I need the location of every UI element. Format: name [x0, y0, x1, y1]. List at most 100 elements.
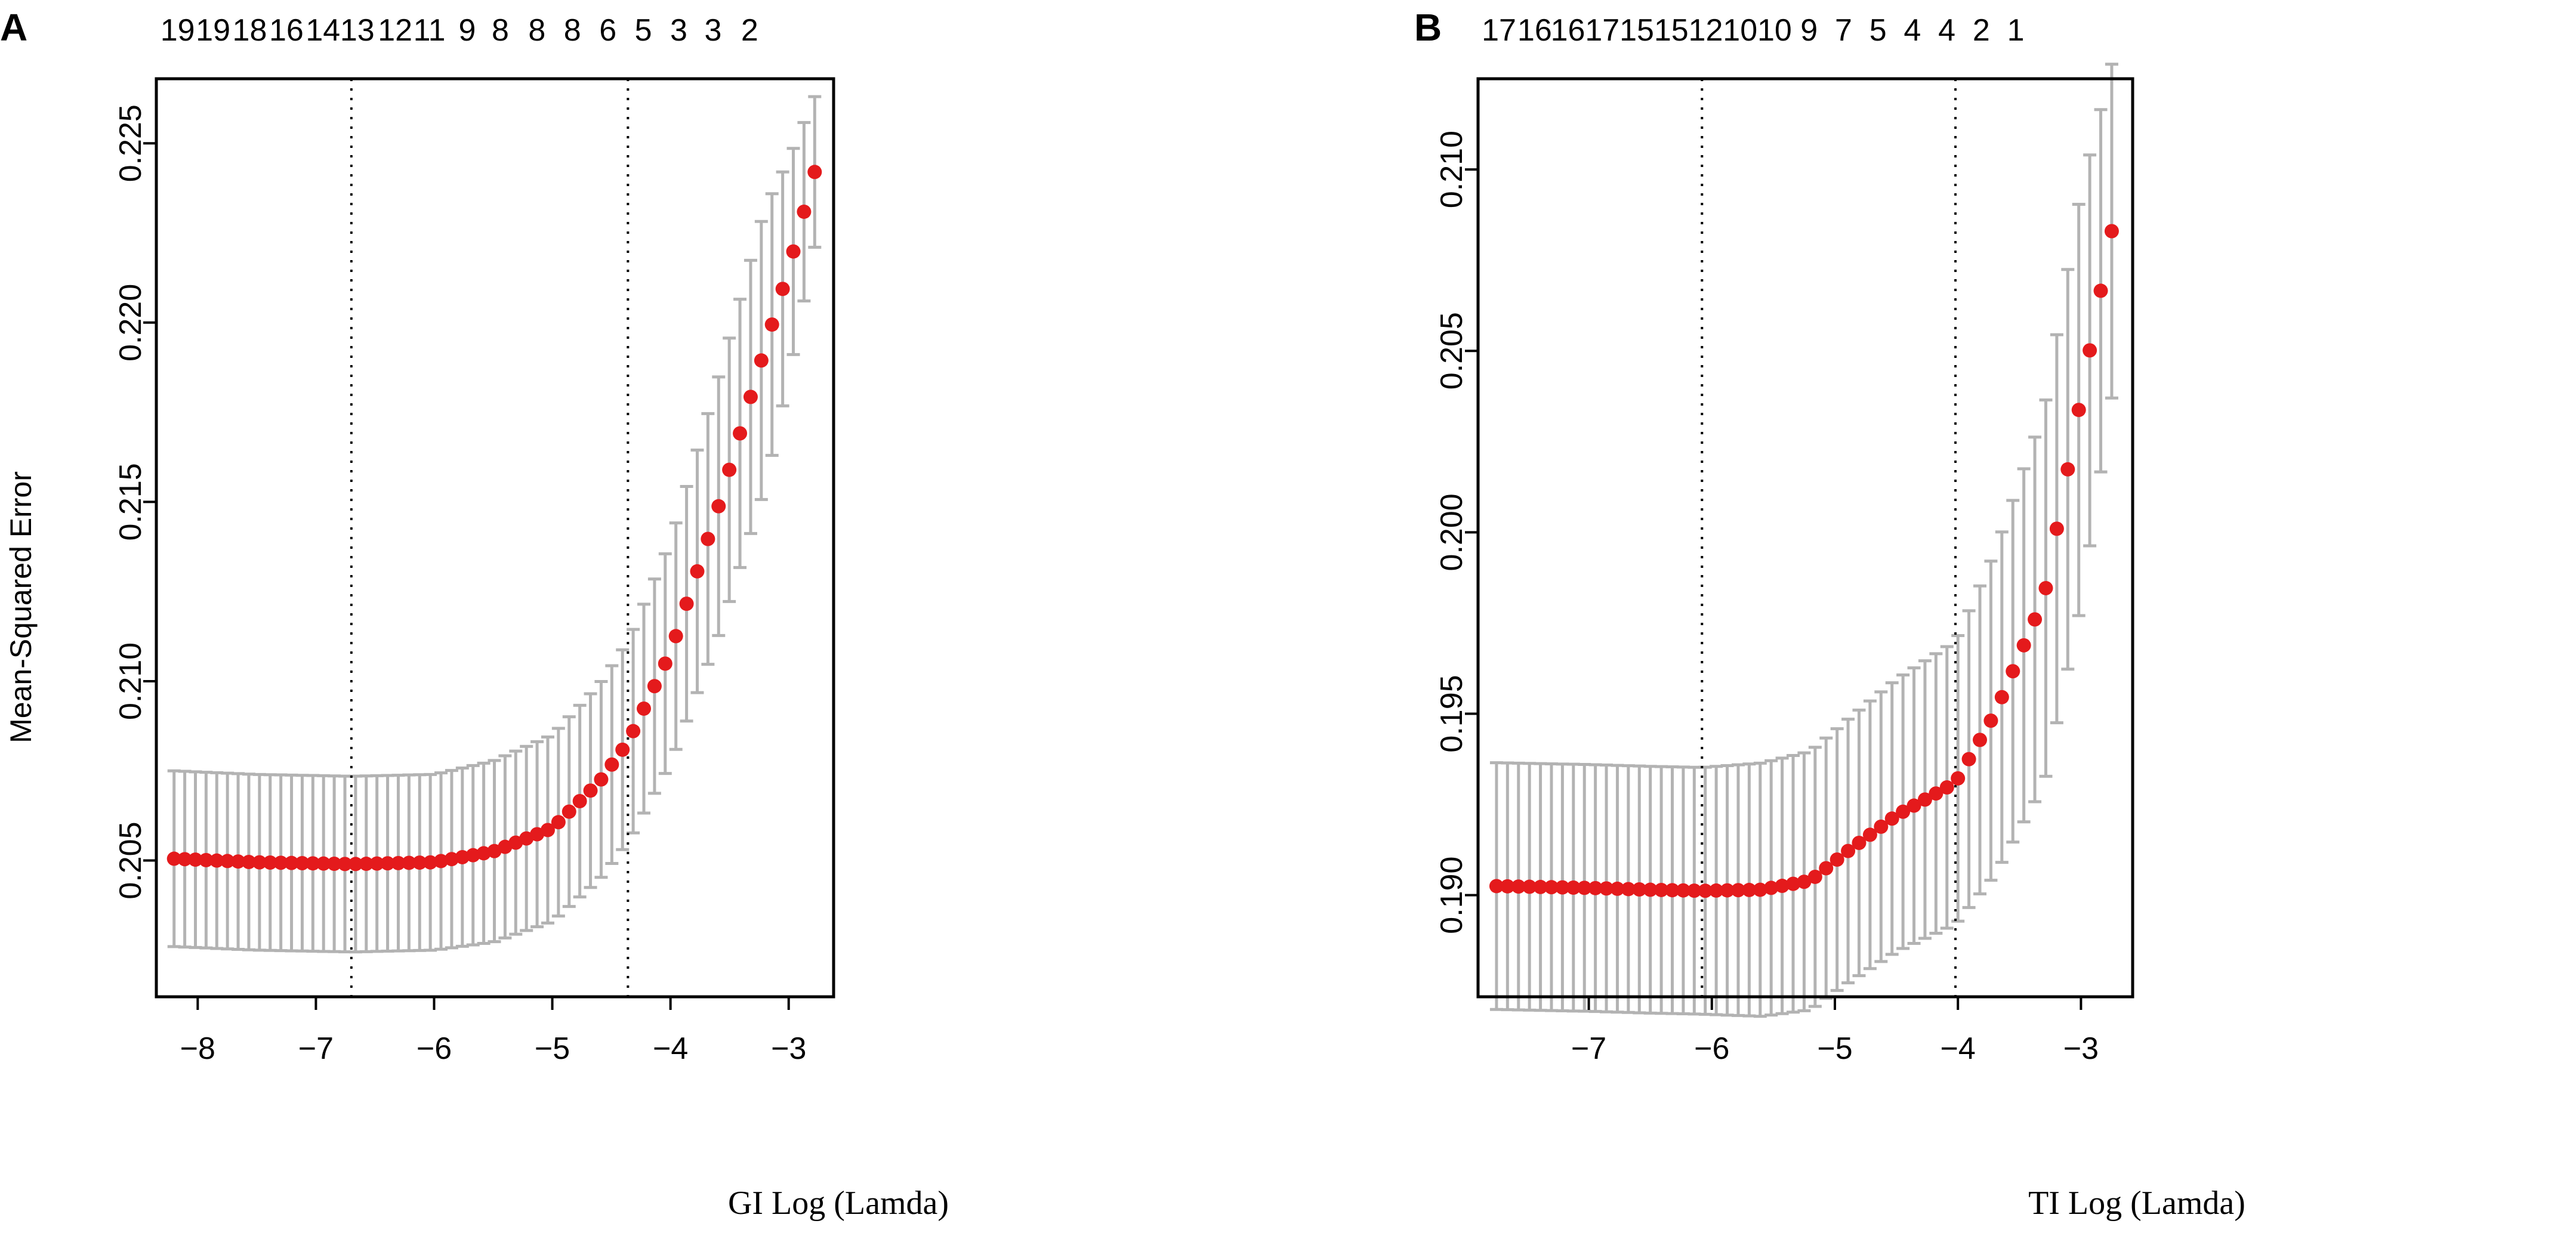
panel-b-top-axis-label: 9: [1800, 13, 1818, 48]
panel-b-data-point: [1807, 869, 1822, 884]
panel-b-top-axis-label: 1: [2007, 13, 2025, 48]
panel-b-data-point: [1939, 780, 1954, 795]
panel-b-data-point: [2016, 638, 2031, 653]
panel-a-top-axis-label: 18: [233, 13, 267, 48]
panel-a-top-axis-label: 12: [378, 13, 412, 48]
panel-b-data-point: [1929, 786, 1943, 801]
panel-b-top-axis-label: 10: [1723, 13, 1757, 48]
panel-a-data-point: [615, 742, 630, 757]
panel-a-data-point: [316, 856, 331, 871]
panel-b-top-axis-label: 15: [1654, 13, 1689, 48]
panel-a-data-point: [391, 855, 406, 870]
panel-b-data-point: [1917, 792, 1932, 807]
panel-b-data-point: [1852, 836, 1867, 851]
panel-b-data-point: [1786, 876, 1801, 891]
panel-b-data-point: [1698, 883, 1713, 898]
panel-a-x-tick-label: −7: [298, 1031, 334, 1066]
panel-a-data-point: [754, 353, 769, 368]
panel-a-data-point: [775, 282, 790, 296]
panel-a-data-point: [423, 855, 438, 870]
panel-a-data-point: [594, 772, 609, 787]
panel-a-data-point: [668, 629, 683, 644]
panel-a-plot-frame: [155, 77, 835, 999]
panel-a-y-axis-title: Mean-Squared Error: [4, 471, 38, 743]
panel-b-data-point: [1654, 882, 1669, 897]
panel-a-top-axis-label: 8: [528, 13, 545, 48]
panel-a-data-point: [690, 564, 705, 579]
panel-b-data-point: [1533, 879, 1548, 894]
panel-a-data-point: [572, 793, 587, 808]
panel-b-data-point: [1753, 882, 1767, 897]
panel-a-data-point: [295, 856, 310, 871]
panel-a-data-point: [562, 804, 576, 819]
panel-a-top-axis-label: 14: [306, 13, 340, 48]
panel-a-top-axis-label: 19: [196, 13, 230, 48]
panel-a-y-tick-label: 0.220: [113, 284, 148, 361]
panel-a-data-point: [465, 848, 480, 863]
panel-b-data-point: [1555, 880, 1570, 895]
panel-b-top-axis-label: 2: [1973, 13, 1990, 48]
panel-b-data-point: [1973, 733, 1988, 747]
panel-b-top-axis-label: 5: [1869, 13, 1887, 48]
panel-a-top-axis-label: 16: [269, 13, 304, 48]
panel-a-data-point: [701, 531, 715, 546]
panel-b-data-point: [1643, 882, 1658, 897]
panel-b-data-point: [2060, 462, 2075, 477]
panel-b-plot-frame: [1476, 77, 2134, 999]
panel-b-top-axis-label: 7: [1835, 13, 1852, 48]
panel-a-data-point: [764, 317, 779, 332]
panel-b-data-point: [1884, 811, 1899, 826]
panel-a-data-point: [647, 679, 662, 694]
panel-a-data-point: [188, 852, 203, 867]
panel-b-y-tick-label: 0.200: [1434, 493, 1469, 571]
panel-a-data-point: [177, 852, 192, 867]
panel-a-x-tick-label: −8: [180, 1031, 215, 1066]
panel-a-y-tick-label: 0.225: [113, 104, 148, 182]
panel-b-data-point: [1489, 879, 1504, 894]
panel-b-y-tick-label: 0.190: [1434, 857, 1469, 934]
panel-b-data-point: [1896, 804, 1911, 819]
panel-a-y-tick-label: 0.215: [113, 463, 148, 540]
panel-a-data-point: [263, 855, 277, 870]
panel-a-top-axis-label: 2: [741, 13, 758, 48]
panel-a-data-point: [231, 854, 246, 869]
panel-b-data-point: [2083, 343, 2097, 358]
panel-a-data-point: [252, 855, 267, 870]
panel-a-axes: −8 −7 −6 −5 −4 −3 0.205 0.210 0.215 0.220 0.225: [113, 104, 806, 1066]
panel-b-data-point: [1730, 883, 1745, 898]
panel-b-data-point: [1983, 713, 1998, 728]
panel-a-y-tick-label: 0.210: [113, 642, 148, 720]
panel-a-top-axis-label: 13: [340, 13, 375, 48]
panel-b-top-axis-label: 17: [1585, 13, 1619, 48]
panel-b-data-point: [1830, 852, 1844, 867]
panel-b-data-point: [1819, 861, 1834, 876]
panel-b-data-point: [1522, 879, 1537, 894]
panel-b-points: [1489, 224, 2119, 898]
panel-a-data-point: [327, 857, 342, 872]
panel-b-data-point: [1906, 798, 1921, 813]
panel-b: B TI Log (Lamda) −7 −6 −5 −4 −3 0.190 0.195 0.2…: [1414, 6, 2245, 1222]
panel-b-data-point: [1797, 874, 1812, 889]
panel-b-x-tick-label: −3: [2063, 1031, 2099, 1066]
panel-a-top-axis-label: 3: [704, 13, 721, 48]
panel-b-data-point: [1862, 827, 1877, 842]
panel-a-data-point: [434, 854, 449, 869]
panel-b-data-point: [1764, 880, 1779, 895]
panel-b-y-tick-label: 0.210: [1434, 131, 1469, 208]
panel-a-data-point: [220, 854, 235, 869]
panel-b-y-tick-label: 0.205: [1434, 312, 1469, 390]
panel-a-x-tick-label: −3: [771, 1031, 806, 1066]
panel-a-data-point: [637, 701, 652, 716]
panel-b-data-point: [1500, 879, 1515, 894]
panel-a-top-axis-label: 6: [599, 13, 616, 48]
panel-b-data-point: [2049, 521, 2064, 536]
panel-b-x-tick-label: −7: [1571, 1031, 1606, 1066]
panel-b-top-axis-label: 10: [1757, 13, 1792, 48]
panel-b-data-point: [1511, 879, 1526, 894]
panel-a-data-point: [583, 783, 598, 798]
panel-a-data-point: [306, 856, 320, 871]
panel-a-top-axis-label: 9: [458, 13, 476, 48]
panel-b-y-tick-label: 0.195: [1434, 675, 1469, 752]
panel-b-x-tick-label: −4: [1941, 1031, 1976, 1066]
panel-b-x-axis-title: TI Log (Lamda): [2028, 1185, 2245, 1222]
